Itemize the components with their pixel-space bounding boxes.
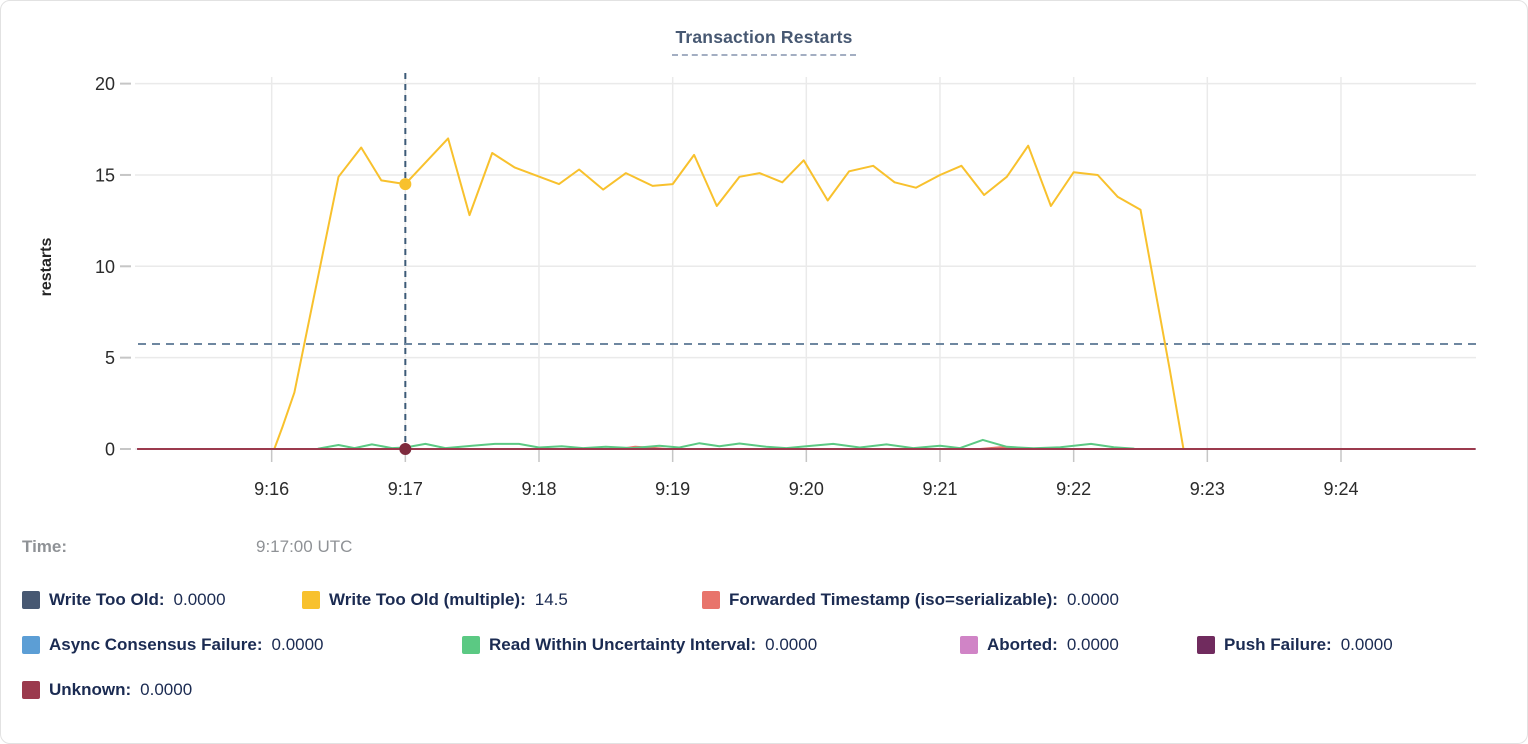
legend-swatch-icon [302,591,320,609]
y-tick-label: 5 [105,348,115,368]
legend: Write Too Old: 0.0000 Write Too Old (multi… [22,590,1507,700]
legend-swatch-icon [22,591,40,609]
legend-value: 14.5 [534,590,568,609]
cursor-dot [399,178,412,191]
x-tick-label: 9:20 [789,479,824,499]
y-tick-label: 0 [105,440,115,460]
legend-item: Forwarded Timestamp (iso=serializable): 0… [702,590,1119,610]
legend-label: Read Within Uncertainty Interval: [489,635,757,654]
x-tick-label: 9:19 [655,479,690,499]
legend-value: 0.0000 [173,590,226,609]
restarts-chart[interactable]: 0 5 10 15 20 9:16 9:17 9:18 9:19 9:20 9:21 9:22 9:23… [1,1,1528,521]
legend-value: 0.0000 [271,635,324,654]
legend-row: Async Consensus Failure: 0.0000 Read Withi… [22,635,1507,655]
chart-title-wrap: Transaction Restarts [1,27,1527,56]
legend-item: Read Within Uncertainty Interval: 0.0000 [462,635,960,655]
y-tick-label: 15 [95,165,115,185]
x-tick-label: 9:22 [1056,479,1091,499]
x-tick-label: 9:18 [521,479,556,499]
legend-swatch-icon [22,636,40,654]
y-axis-label: restarts [38,238,55,297]
legend-area: Time: 9:17:00 UTC Write Too Old: 0.0000 Wri… [22,537,1507,725]
legend-row: Unknown: 0.0000 [22,680,1507,700]
legend-value: 0.0000 [1340,635,1393,654]
legend-swatch-icon [462,636,480,654]
legend-item: Unknown: 0.0000 [22,680,192,700]
chart-title[interactable]: Transaction Restarts [672,27,856,56]
legend-item: Push Failure: 0.0000 [1197,635,1393,655]
legend-label: Unknown: [49,680,132,699]
legend-value: 0.0000 [765,635,818,654]
legend-value: 0.0000 [1066,590,1119,609]
x-tick-label: 9:24 [1323,479,1358,499]
legend-item: Async Consensus Failure: 0.0000 [22,635,462,655]
x-tick-label: 9:23 [1190,479,1225,499]
y-tick-label: 20 [95,74,115,94]
legend-value: 0.0000 [140,680,193,699]
time-row: Time: 9:17:00 UTC [22,537,1507,558]
legend-label: Write Too Old: [49,590,165,609]
series-line [317,438,1135,450]
legend-label: Forwarded Timestamp (iso=serializable): [729,590,1058,609]
legend-item: Write Too Old: 0.0000 [22,590,302,610]
legend-swatch-icon [960,636,978,654]
legend-swatch-icon [702,591,720,609]
legend-row: Write Too Old: 0.0000 Write Too Old (multi… [22,590,1507,610]
legend-value: 0.0000 [1066,635,1119,654]
legend-label: Aborted: [987,635,1058,654]
time-label: Time: [22,537,68,556]
x-tick-label: 9:17 [388,479,423,499]
legend-swatch-icon [1197,636,1215,654]
legend-label: Push Failure: [1224,635,1332,654]
legend-item: Write Too Old (multiple): 14.5 [302,590,702,610]
legend-swatch-icon [22,681,40,699]
y-tick-label: 10 [95,257,115,277]
time-value: 9:17:00 UTC [256,537,353,556]
x-tick-label: 9:16 [254,479,289,499]
cursor-dot [399,443,412,455]
x-tick-label: 9:21 [922,479,957,499]
legend-item: Aborted: 0.0000 [960,635,1197,655]
legend-label: Async Consensus Failure: [49,635,263,654]
series-line [273,137,1185,450]
legend-label: Write Too Old (multiple): [329,590,526,609]
